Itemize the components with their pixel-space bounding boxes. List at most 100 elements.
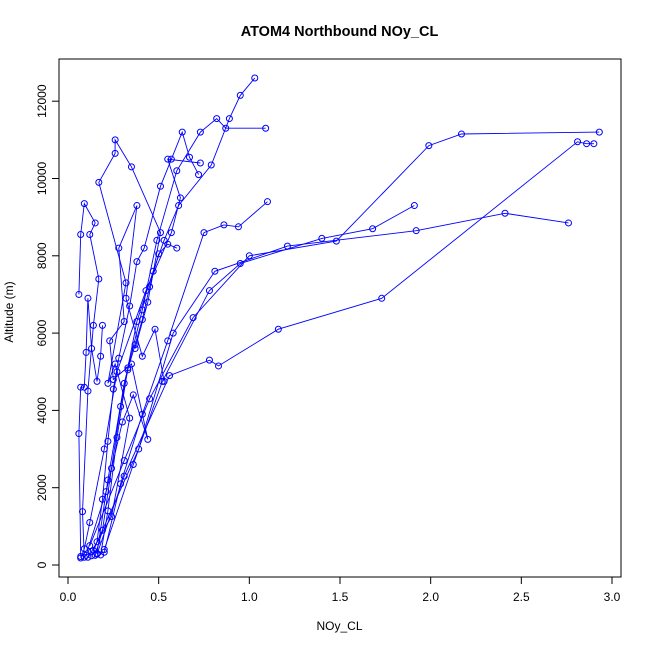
y-tick-label: 6000 [35,319,49,346]
data-point [164,155,172,163]
data-point [153,236,161,244]
data-point [564,219,572,227]
data-point [82,348,90,356]
data-point [263,198,271,206]
data-point [178,128,186,136]
data-point [135,445,143,453]
x-tick-label: 2.0 [422,590,439,604]
data-point [115,354,123,362]
profile-line-14 [94,243,177,556]
data-point [111,136,119,144]
data-point [111,360,119,368]
data-point [129,391,137,399]
data-point [410,202,418,210]
data-point [104,507,112,515]
y-tick-label: 4000 [35,397,49,424]
data-point [95,275,103,283]
data-point [149,267,157,275]
data-point [98,526,106,534]
data-point [124,364,132,372]
y-tick-label: 10000 [35,161,49,195]
data-point [144,435,152,443]
data-point [167,229,175,237]
data-point [120,318,128,325]
data-point [75,290,83,298]
data-point [91,551,99,559]
data-point [234,223,242,231]
data-point [126,414,134,422]
data-point [115,244,123,252]
data-point [120,457,128,465]
x-tick-label: 0.5 [150,590,167,604]
data-point [122,294,130,302]
data-point [89,321,97,329]
data-point [138,306,146,314]
y-tick-label: 8000 [35,242,49,269]
data-point [196,159,204,167]
data-point [378,294,386,302]
data-point [274,325,282,333]
data-point [501,209,509,217]
data-point [75,430,83,438]
data-point [122,279,130,287]
data-point [207,161,215,169]
data-point [133,258,141,266]
data-point [104,437,112,445]
data-point [583,140,591,148]
data-point [155,250,163,258]
data-point [222,124,230,132]
data-point [425,142,433,150]
data-point [80,383,88,391]
data-point [185,153,193,161]
data-point [138,410,146,418]
data-point [595,128,603,136]
data-point [164,240,172,248]
data-point [236,91,244,99]
data-point [332,237,340,245]
data-point [93,538,101,546]
profile-line-11 [92,212,569,551]
data-point [590,140,598,148]
data-point [175,202,183,210]
data-point [146,395,154,403]
data-point [129,461,137,469]
profile-line-8 [103,201,268,553]
plot-points [75,74,603,562]
data-point [156,229,164,237]
data-point [189,314,197,322]
data-point [151,325,159,333]
data-point [146,283,154,291]
data-point [86,231,94,239]
data-point [127,163,135,171]
data-point [127,360,135,368]
data-point [131,345,139,353]
data-point [84,387,92,395]
data-point [173,244,181,252]
data-point [126,302,134,310]
profile-line-1 [87,138,161,558]
data-point [120,379,128,387]
data-point [160,377,168,385]
data-point [120,472,128,480]
data-point [164,337,172,345]
data-point [369,225,377,233]
y-axis-title: Altitude (m) [2,281,16,342]
data-point [86,518,94,526]
data-point [80,553,88,561]
data-point [245,252,253,260]
data-point [318,234,326,242]
data-point [158,377,166,385]
data-point [100,548,108,556]
profile-line-9 [103,205,415,550]
data-point [200,229,208,237]
data-point [412,227,420,235]
data-point [205,356,213,364]
data-point [108,464,116,472]
data-point [80,200,88,208]
data-point [211,267,219,275]
data-point [102,488,110,496]
data-point [251,74,259,82]
data-point [138,352,146,360]
